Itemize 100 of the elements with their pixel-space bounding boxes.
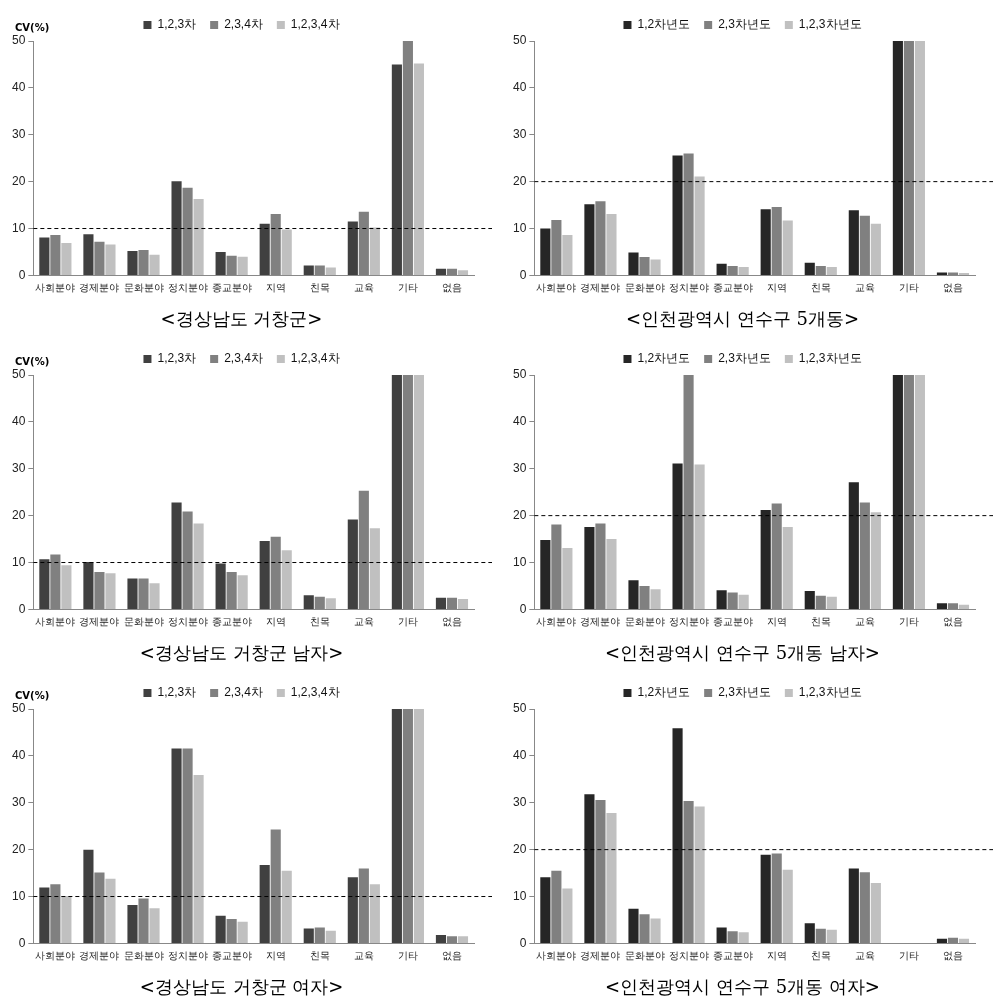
bar: [540, 540, 551, 609]
y-tick-label: 10: [11, 554, 26, 569]
text: <인천광역시 연수구 5개동 여자>: [605, 975, 880, 997]
y-tick-label: 50: [512, 701, 527, 716]
bar: [413, 375, 424, 609]
y-tick-label: 20: [11, 173, 26, 188]
y-tick-label: 20: [11, 507, 26, 522]
y-tick-label: 50: [512, 33, 527, 48]
x-tick-label: 사회분야: [536, 616, 577, 628]
x-tick-label: 친목: [309, 950, 330, 962]
bar: [127, 578, 138, 609]
legend-label: 1,2,3차년도: [798, 685, 862, 700]
x-tick-label: 지역: [265, 282, 286, 294]
bar: [760, 854, 771, 943]
bar: [892, 375, 903, 609]
y-tick-label: 50: [512, 367, 527, 382]
y-tick-label: 0: [18, 601, 26, 616]
bar: [694, 806, 705, 943]
x-tick-label: 사회분야: [35, 616, 76, 628]
bar: [369, 528, 380, 609]
bar: [606, 213, 617, 275]
x-tick-label: 종교분야: [211, 616, 252, 628]
legend-label: 1,2,3,4차: [290, 17, 340, 32]
bar: [716, 263, 727, 275]
x-tick-label: 친목: [810, 950, 831, 962]
y-tick-label: 10: [512, 220, 527, 235]
bar: [435, 597, 447, 609]
text: <경상남도 거창군 여자>: [139, 975, 344, 997]
bar: [171, 502, 182, 609]
bar: [738, 266, 749, 275]
bar: [694, 464, 705, 609]
bar: [584, 794, 595, 943]
bar: [39, 559, 50, 609]
x-tick-label: 기타: [397, 616, 418, 628]
y-tick-label: 10: [512, 888, 527, 903]
bar: [369, 884, 380, 943]
bar: [804, 923, 815, 943]
x-tick-label: 기타: [397, 282, 418, 294]
bar: [83, 234, 94, 275]
bar: [804, 591, 815, 609]
x-tick-label: 종교분야: [712, 616, 753, 628]
x-tick-label: 종교분야: [211, 950, 252, 962]
x-tick-label: 지역: [766, 282, 787, 294]
legend-label: 2,3차년도: [718, 685, 771, 700]
bar: [562, 235, 573, 275]
x-tick-label: 교육: [353, 282, 374, 294]
y-tick-label: 40: [512, 414, 527, 429]
x-tick-label: 교육: [353, 950, 374, 962]
bar: [105, 244, 116, 275]
bar: [303, 928, 314, 943]
bar: [281, 870, 292, 943]
y-tick-label: 0: [18, 267, 26, 282]
bar: [325, 598, 336, 609]
bar: [391, 709, 402, 943]
bar: [870, 882, 881, 943]
x-tick-label: 지역: [766, 616, 787, 628]
x-tick-label: 정치분야: [668, 616, 709, 628]
bar: [127, 251, 138, 275]
bar: [413, 63, 424, 275]
bar: [826, 596, 837, 609]
y-tick-label: 50: [11, 701, 26, 716]
y-tick-label: 30: [512, 461, 527, 476]
bar: [61, 565, 72, 609]
x-tick-label: 기타: [397, 950, 418, 962]
bar: [694, 176, 705, 275]
bar: [325, 267, 336, 275]
legend-label: 2,3,4차: [224, 685, 263, 700]
bar: [562, 547, 573, 609]
legend-label: 2,3,4차: [224, 17, 263, 32]
bar: [435, 268, 447, 275]
y-tick-label: 0: [18, 935, 26, 950]
bar: [606, 539, 617, 609]
x-tick-label: 문화분야: [123, 950, 164, 962]
bar: [738, 932, 749, 943]
x-tick-label: 경제분야: [79, 282, 120, 294]
x-tick-label: 사회분야: [35, 950, 76, 962]
bar: [760, 510, 771, 609]
bar: [650, 259, 661, 275]
text: <인천광역시 연수구 5개동 남자>: [605, 641, 880, 663]
x-tick-label: 없음: [942, 950, 963, 962]
x-tick-label: 정치분야: [167, 282, 208, 294]
y-tick-label: 40: [512, 80, 527, 95]
y-tick-label: 10: [11, 888, 26, 903]
x-tick-label: 문화분야: [123, 282, 164, 294]
bar: [716, 590, 727, 609]
x-tick-label: 종교분야: [211, 282, 252, 294]
bar: [672, 155, 683, 275]
x-tick-label: 문화분야: [123, 616, 164, 628]
bar: [848, 482, 859, 609]
text: <경상남도 거창군>: [160, 307, 323, 329]
x-tick-label: 없음: [441, 950, 462, 962]
text: <경상남도 거창군 남자>: [139, 641, 344, 663]
bar: [848, 868, 859, 943]
x-tick-label: 경제분야: [79, 950, 120, 962]
bar: [237, 575, 248, 609]
legend-label: 1,2,3차년도: [798, 17, 862, 32]
legend-label: 2,3차년도: [718, 351, 771, 366]
x-tick-label: 교육: [353, 616, 374, 628]
bar: [826, 929, 837, 943]
y-tick-label: 20: [512, 841, 527, 856]
